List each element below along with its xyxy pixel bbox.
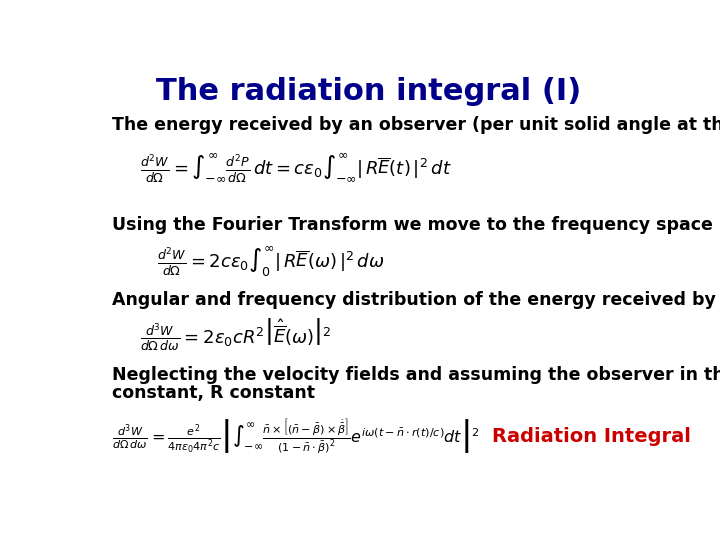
Text: $\frac{d^2W}{d\Omega} = \int_{-\infty}^{\infty}\frac{d^2P}{d\Omega}\,dt = c\vare: $\frac{d^2W}{d\Omega} = \int_{-\infty}^{…	[140, 151, 452, 183]
Text: Radiation Integral: Radiation Integral	[492, 428, 690, 447]
Text: Neglecting the velocity fields and assuming the observer in the: Neglecting the velocity fields and assum…	[112, 366, 720, 383]
Text: $\frac{d^3W}{d\Omega\,d\omega} = 2\varepsilon_0 cR^2\left|\hat{\overline{E}}(\om: $\frac{d^3W}{d\Omega\,d\omega} = 2\varep…	[140, 316, 332, 354]
Text: Angular and frequency distribution of the energy received by an observer: Angular and frequency distribution of th…	[112, 291, 720, 309]
Text: $\frac{d^3W}{d\Omega\,d\omega} = \frac{e^2}{4\pi\varepsilon_0 4\pi^2 c}\left|\in: $\frac{d^3W}{d\Omega\,d\omega} = \frac{e…	[112, 418, 480, 456]
Text: The radiation integral (I): The radiation integral (I)	[156, 77, 582, 106]
Text: $\frac{d^2W}{d\Omega} = 2c\varepsilon_0\int_{0}^{\infty}|\,R\overline{E}(\omega): $\frac{d^2W}{d\Omega} = 2c\varepsilon_0\…	[157, 245, 384, 280]
Text: constant, R constant: constant, R constant	[112, 384, 315, 402]
Text: The energy received by an observer (per unit solid angle at the source) is: The energy received by an observer (per …	[112, 116, 720, 134]
Text: Using the Fourier Transform we move to the frequency space: Using the Fourier Transform we move to t…	[112, 216, 714, 234]
